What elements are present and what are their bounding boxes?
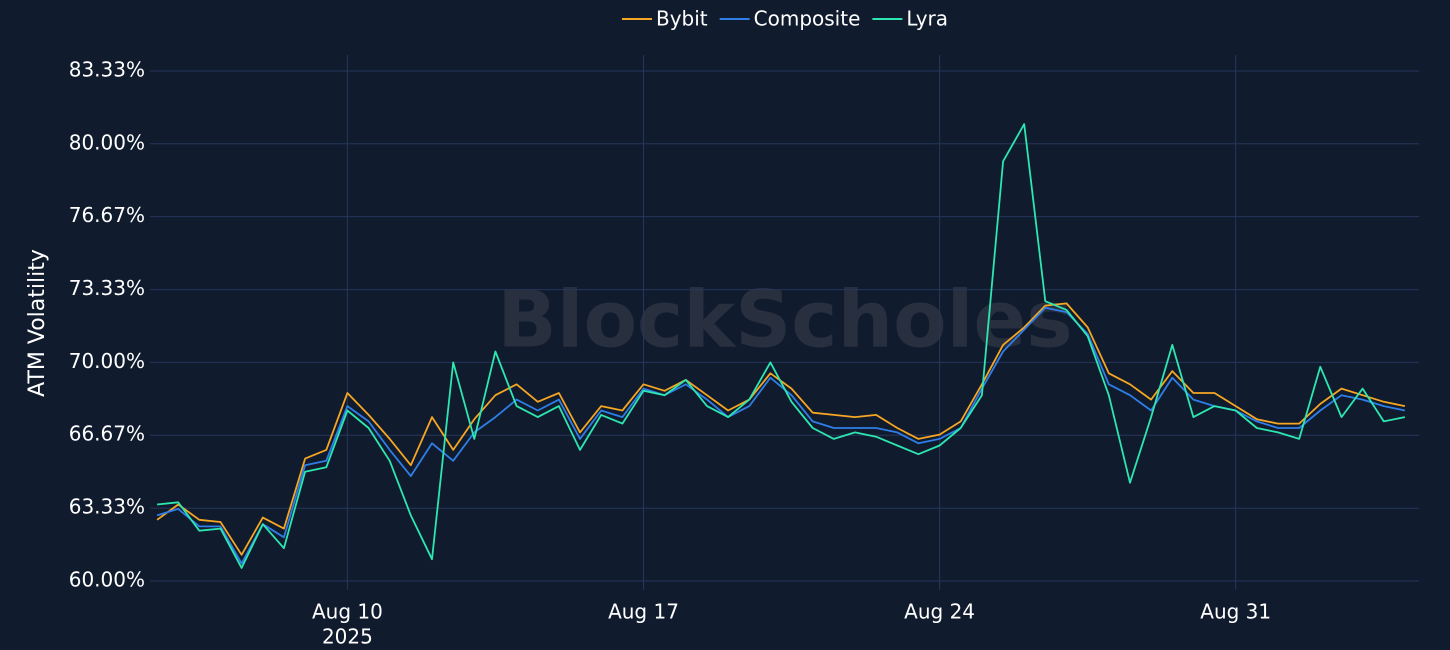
legend: Bybit Composite Lyra bbox=[621, 7, 948, 31]
watermark: BlockScholes bbox=[497, 275, 1072, 365]
legend-label: Lyra bbox=[906, 7, 948, 31]
x-tick-label: Aug 24 bbox=[904, 600, 975, 624]
y-tick-label: 70.00% bbox=[69, 349, 145, 373]
x-tick-label: Aug 31 bbox=[1200, 600, 1271, 624]
y-tick-label: 76.67% bbox=[69, 203, 145, 227]
y-tick-label: 73.33% bbox=[69, 276, 145, 300]
x-year-label: 2025 bbox=[322, 625, 373, 649]
x-tick-label: Aug 17 bbox=[608, 600, 679, 624]
y-tick-label: 63.33% bbox=[69, 495, 145, 519]
y-tick-label: 66.67% bbox=[69, 422, 145, 446]
y-tick-label: 60.00% bbox=[69, 568, 145, 592]
series-line bbox=[157, 123, 1406, 569]
y-axis-title: ATM Volatility bbox=[25, 249, 50, 397]
y-tick-label: 80.00% bbox=[69, 130, 145, 154]
legend-label: Bybit bbox=[656, 7, 708, 31]
x-tick-label: Aug 10 bbox=[312, 600, 383, 624]
legend-label: Composite bbox=[754, 7, 861, 31]
y-tick-label: 83.33% bbox=[69, 57, 145, 81]
series-line bbox=[156, 306, 1406, 565]
